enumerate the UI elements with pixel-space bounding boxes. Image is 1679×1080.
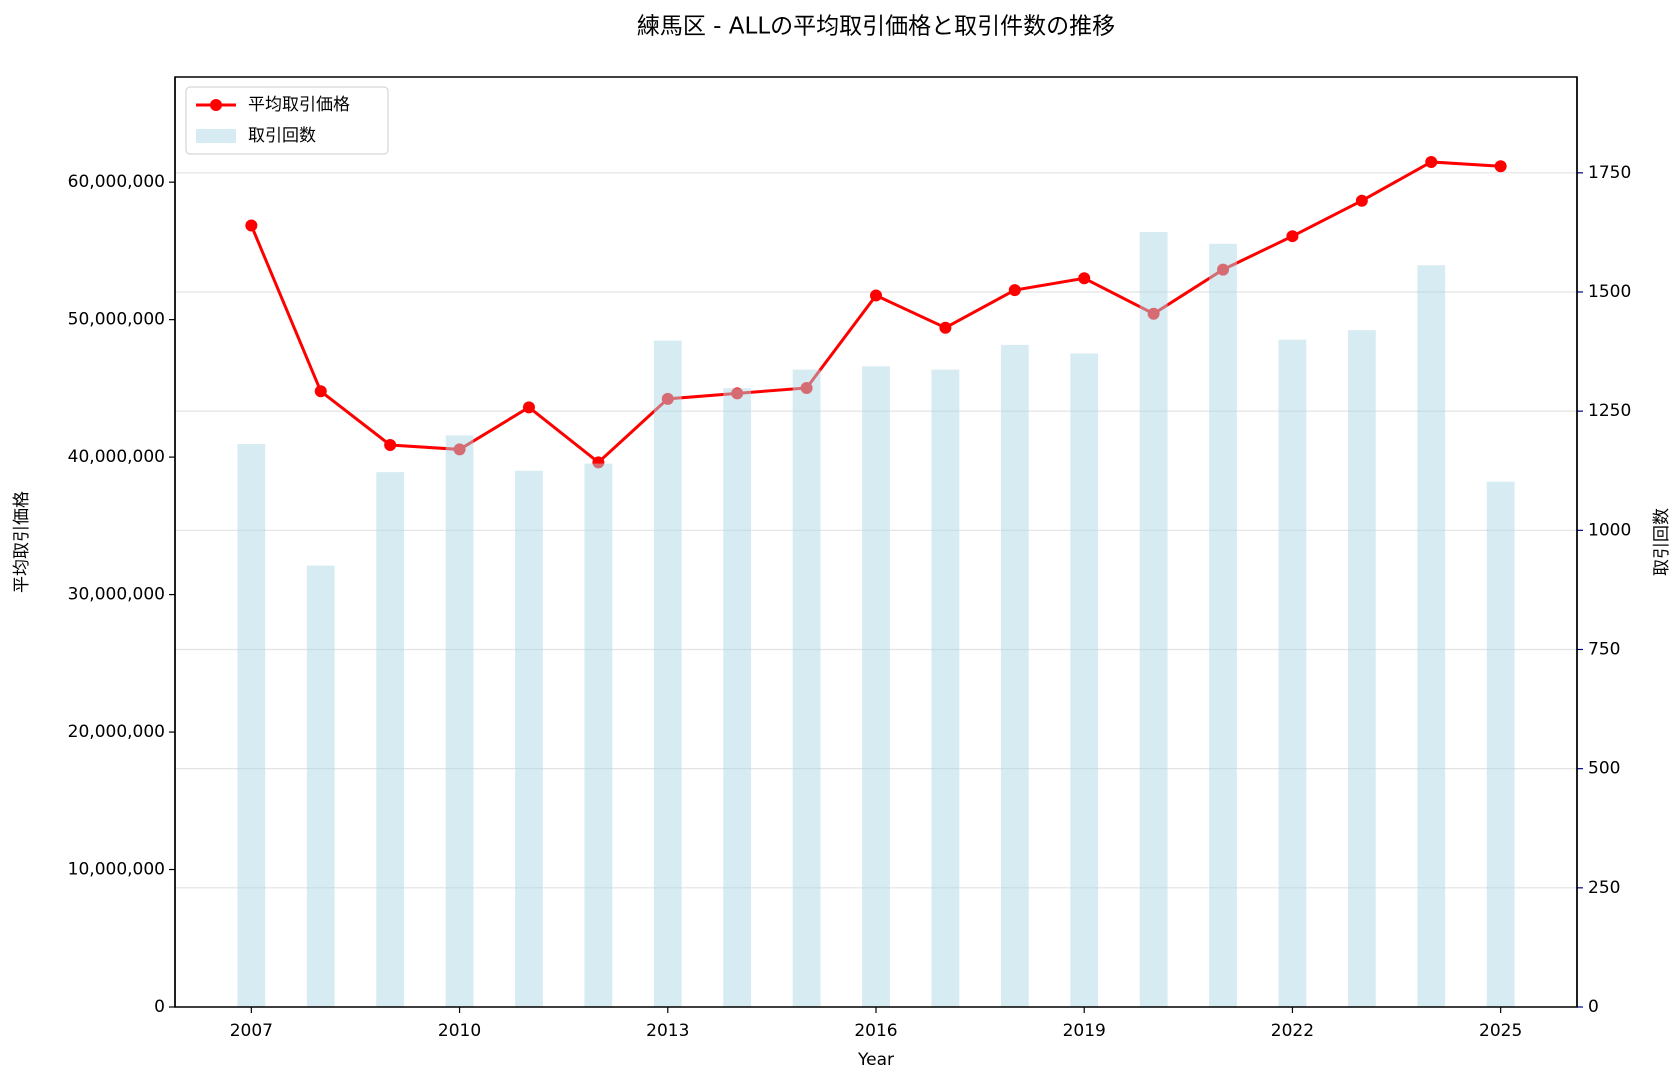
legend-box bbox=[185, 86, 389, 155]
price-marker bbox=[1494, 160, 1507, 173]
count-bar bbox=[792, 369, 821, 1007]
price-marker bbox=[1425, 155, 1438, 168]
y2-tick-label: 0 bbox=[1588, 997, 1599, 1017]
price-marker bbox=[939, 321, 952, 334]
count-bar bbox=[1417, 265, 1446, 1007]
count-bar bbox=[584, 463, 613, 1007]
legend-marker bbox=[210, 99, 222, 111]
count-bar bbox=[1278, 339, 1307, 1008]
count-bar bbox=[1139, 231, 1168, 1008]
y-tick-label: 30,000,000 bbox=[68, 585, 165, 605]
y2-tick-label: 1500 bbox=[1588, 282, 1631, 302]
count-bar bbox=[1070, 353, 1099, 1007]
y2-axis-label: 取引回数 bbox=[1652, 508, 1672, 576]
y-tick-label: 0 bbox=[154, 997, 165, 1017]
count-bar bbox=[931, 369, 960, 1007]
price-marker bbox=[245, 219, 258, 232]
y-tick-label: 60,000,000 bbox=[68, 172, 165, 192]
y-axis-label: 平均取引価格 bbox=[12, 491, 32, 593]
price-marker bbox=[384, 439, 397, 452]
count-bar bbox=[237, 444, 266, 1007]
legend-swatch bbox=[196, 129, 236, 143]
x-tick-label: 2016 bbox=[854, 1021, 897, 1041]
count-bar bbox=[1486, 481, 1515, 1007]
price-marker bbox=[870, 289, 882, 302]
count-bar bbox=[515, 470, 543, 1007]
y-tick-label: 10,000,000 bbox=[68, 860, 165, 880]
x-tick-label: 2010 bbox=[438, 1021, 481, 1041]
count-bar bbox=[376, 472, 405, 1007]
x-axis-label: Year bbox=[857, 1050, 894, 1070]
y2-tick-label: 250 bbox=[1588, 878, 1620, 898]
count-bar bbox=[1000, 344, 1029, 1007]
chart-title: 練馬区 - ALLの平均取引価格と取引件数の推移 bbox=[637, 14, 1115, 40]
legend-label: 平均取引価格 bbox=[248, 95, 350, 115]
y2-tick-label: 1250 bbox=[1588, 401, 1631, 421]
x-tick-label: 2025 bbox=[1479, 1021, 1522, 1041]
y2-tick-label: 1000 bbox=[1588, 520, 1631, 540]
y2-tick-label: 1750 bbox=[1588, 163, 1631, 183]
legend-label: 取引回数 bbox=[248, 126, 316, 146]
price-marker bbox=[1355, 194, 1368, 207]
price-marker bbox=[1008, 284, 1021, 297]
y-tick-label: 20,000,000 bbox=[68, 722, 165, 742]
price-marker bbox=[522, 401, 535, 414]
price-marker bbox=[1286, 230, 1299, 243]
count-bar bbox=[1347, 330, 1376, 1008]
y-tick-label: 50,000,000 bbox=[68, 310, 165, 330]
x-tick-label: 2007 bbox=[230, 1021, 273, 1041]
y2-tick-label: 500 bbox=[1588, 759, 1620, 779]
count-bar bbox=[653, 340, 682, 1007]
price-marker bbox=[1078, 272, 1091, 285]
x-tick-label: 2013 bbox=[646, 1021, 689, 1041]
x-tick-label: 2022 bbox=[1271, 1021, 1314, 1041]
count-bar bbox=[1209, 243, 1237, 1007]
y-tick-label: 40,000,000 bbox=[68, 447, 165, 467]
count-bar bbox=[306, 565, 335, 1007]
y2-tick-label: 750 bbox=[1588, 639, 1620, 659]
count-bar bbox=[723, 388, 752, 1008]
x-tick-label: 2019 bbox=[1063, 1021, 1106, 1041]
price-marker bbox=[314, 385, 327, 398]
count-bar bbox=[445, 435, 474, 1007]
count-bar bbox=[862, 366, 890, 1007]
